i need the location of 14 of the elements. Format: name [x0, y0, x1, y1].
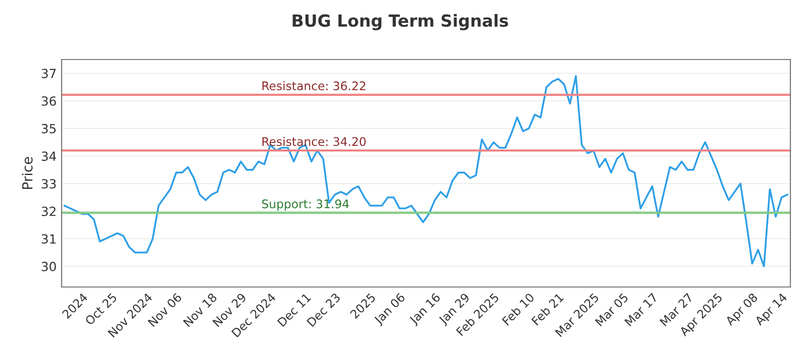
y-tick-label: 37 — [42, 68, 56, 78]
chart-title: BUG Long Term Signals — [292, 14, 508, 30]
y-tick-label: 35 — [42, 124, 56, 134]
y-tick-label: 32 — [42, 206, 56, 216]
y-tick-label: 30 — [42, 262, 56, 272]
line-series — [64, 75, 788, 268]
y-axis-title: Price — [22, 157, 33, 189]
y-tick-label: 31 — [42, 234, 56, 244]
y-tick-label: 34 — [42, 151, 56, 161]
y-tick-label: 36 — [42, 96, 56, 106]
y-tick-label: 33 — [42, 179, 56, 189]
ref-line-label: Support: 31.94 — [262, 199, 349, 211]
ref-line-label: Resistance: 34.20 — [262, 136, 366, 146]
ref-line-label: Resistance: 36.22 — [262, 81, 366, 90]
